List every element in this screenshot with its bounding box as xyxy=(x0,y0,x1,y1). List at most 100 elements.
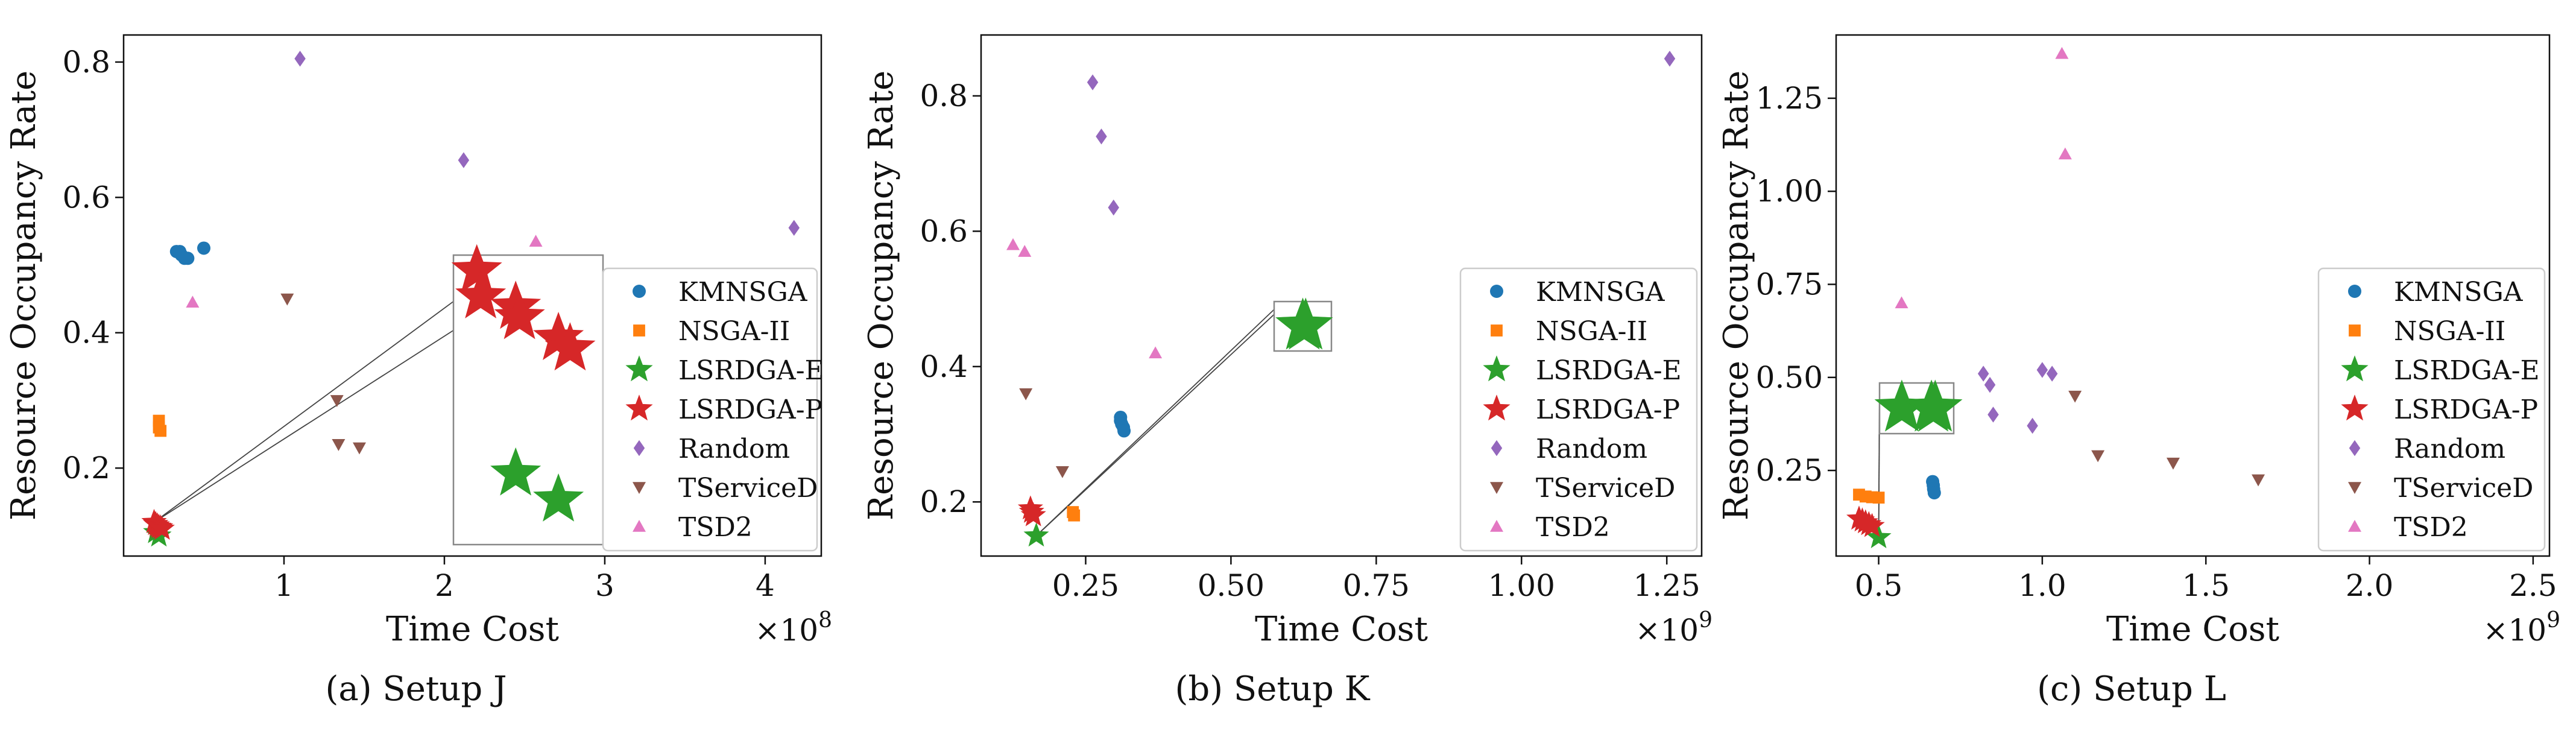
legend-marker xyxy=(633,324,645,337)
data-point xyxy=(149,516,175,540)
legend-label: LSRDGA-E xyxy=(678,355,824,386)
series-KMNSGA xyxy=(1926,475,1941,500)
caption-c: (c) Setup L xyxy=(2037,669,2226,709)
data-point xyxy=(352,442,366,455)
data-point xyxy=(2046,365,2058,382)
legend-marker xyxy=(625,355,653,382)
data-point xyxy=(1895,296,1908,309)
legend-marker xyxy=(2348,482,2361,494)
inset-data-point xyxy=(490,447,541,496)
data-point xyxy=(1096,128,1107,145)
plot-area xyxy=(122,34,822,557)
series-Random xyxy=(1087,51,1676,216)
panel-1: 1 2 3 4 0.2 0.4 0.6 0.8 Time Cost Resource Occupa… xyxy=(4,34,832,649)
data-point xyxy=(2091,450,2105,463)
legend-marker xyxy=(2348,520,2361,532)
inset-connector xyxy=(1035,314,1275,536)
legend-marker xyxy=(2349,324,2361,337)
legend-marker xyxy=(633,440,645,457)
x-tick-label: 3 xyxy=(595,568,614,603)
series-TSD2 xyxy=(186,235,543,308)
data-point xyxy=(1055,466,1069,478)
x-axis-multiplier: ×109 xyxy=(1635,608,1713,648)
y-tick-label: 0.6 xyxy=(920,213,968,248)
y-tick-label: 0.6 xyxy=(62,180,110,215)
legend-label: Random xyxy=(678,434,790,464)
inset-data-point xyxy=(533,312,584,360)
series-Random xyxy=(1977,362,2058,434)
legend-marker xyxy=(2348,285,2361,298)
x-tick-label: 1.00 xyxy=(1488,568,1555,603)
series-NSGA-II xyxy=(153,414,167,437)
data-point xyxy=(1859,513,1885,537)
inset-data-point xyxy=(451,244,502,293)
legend-marker xyxy=(1491,324,1503,337)
legend-label: TSD2 xyxy=(1536,512,1610,543)
inset-data-point xyxy=(455,270,507,318)
legend-label: TServiceD xyxy=(678,473,818,504)
legend xyxy=(602,267,818,552)
legend-marker xyxy=(2341,394,2369,421)
y-tick-label: 0.75 xyxy=(1756,267,1823,302)
data-point xyxy=(181,251,195,265)
caption-b: (b) Setup K xyxy=(1175,669,1370,709)
y-tick-label: 0.4 xyxy=(62,315,110,350)
data-point xyxy=(2027,417,2038,434)
series-KMNSGA xyxy=(169,241,210,265)
legend-marker xyxy=(625,394,653,421)
data-point xyxy=(154,425,167,437)
x-tick-label: 4 xyxy=(756,568,775,603)
data-point xyxy=(197,241,210,255)
x-tick-label: 2.5 xyxy=(2509,568,2557,603)
x-tick-label: 2 xyxy=(435,568,454,603)
x-tick-label: 0.50 xyxy=(1198,568,1264,603)
legend-label: LSRDGA-E xyxy=(1536,355,1682,386)
series-NSGA-II xyxy=(1853,489,1885,504)
x-tick-label: 1.5 xyxy=(2182,568,2230,603)
y-tick-label: 0.25 xyxy=(1756,453,1823,488)
series-Random xyxy=(294,51,800,236)
legend-label: Random xyxy=(1536,434,1647,464)
data-point xyxy=(1927,486,1941,500)
inset-data-point xyxy=(494,291,545,340)
legend-label: LSRDGA-P xyxy=(2394,394,2538,425)
data-point xyxy=(1068,509,1081,522)
legend-label: NSGA-II xyxy=(678,316,790,347)
data-point xyxy=(1977,365,1989,382)
inset-connector xyxy=(154,301,454,523)
legend-marker xyxy=(1490,285,1503,298)
legend-marker xyxy=(633,482,646,494)
series-TServiceD xyxy=(280,293,366,455)
data-point xyxy=(1019,388,1033,400)
legend-label: TServiceD xyxy=(1536,473,1675,504)
legend-marker xyxy=(1490,520,1503,532)
inset-data-point xyxy=(533,473,584,522)
caption-a: (a) Setup J xyxy=(325,669,507,709)
y-axis-label: Resource Occupancy Rate xyxy=(4,71,43,520)
legend-label: Random xyxy=(2394,434,2505,464)
data-point xyxy=(332,439,346,451)
series-LSRDGA-P xyxy=(1017,495,1046,527)
y-tick-label: 0.2 xyxy=(62,451,110,485)
legend-label: NSGA-II xyxy=(1536,316,1647,347)
panel-2: 0.25 0.50 0.75 1.00 1.25 0.2 0.4 0.6 0.8 Time Cos… xyxy=(862,34,1713,649)
x-axis-label: Time Cost xyxy=(386,610,560,649)
legend xyxy=(1459,267,1698,552)
data-point xyxy=(1987,406,1999,423)
data-point xyxy=(280,293,294,306)
data-point xyxy=(1664,51,1676,67)
series-KMNSGA xyxy=(1114,410,1131,438)
plot-area xyxy=(1835,34,2551,557)
legend-label: TServiceD xyxy=(2394,473,2533,504)
x-tick-label: 2.0 xyxy=(2346,568,2394,603)
x-tick-label: 1.0 xyxy=(2018,568,2066,603)
inset-data-point xyxy=(1278,297,1333,350)
legend xyxy=(2317,267,2546,552)
y-axis-label: Resource Occupancy Rate xyxy=(1717,71,1756,520)
legend-marker xyxy=(1490,482,1503,494)
inset-data-point xyxy=(1908,379,1963,432)
data-point xyxy=(2036,362,2048,378)
x-axis-multiplier: ×109 xyxy=(2483,608,2560,648)
legend-label: KMNSGA xyxy=(2394,277,2524,308)
